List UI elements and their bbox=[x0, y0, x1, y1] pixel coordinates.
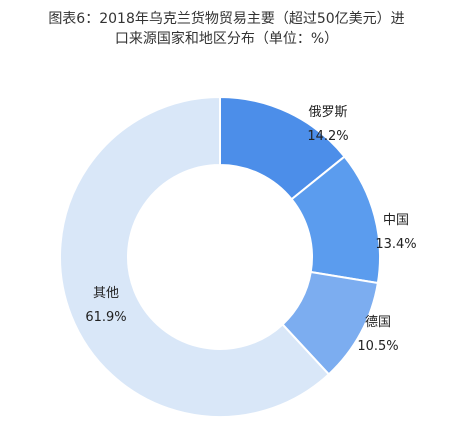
chart-title: 图表6：2018年乌克兰货物贸易主要（超过50亿美元）进 口来源国家和地区分布（… bbox=[0, 9, 453, 49]
label-russia-value: 14.2% bbox=[307, 129, 348, 144]
slice-others bbox=[59, 95, 331, 418]
label-russia-name: 俄罗斯 bbox=[308, 105, 347, 120]
label-china-value: 13.4% bbox=[375, 237, 416, 252]
chart-title-line-1: 图表6：2018年乌克兰货物贸易主要（超过50亿美元）进 bbox=[48, 11, 405, 27]
label-germany-name: 德国 bbox=[365, 315, 391, 330]
donut-slices bbox=[59, 95, 381, 418]
chart-title-line-2: 口来源国家和地区分布（单位：%） bbox=[114, 31, 339, 47]
label-others-value: 61.9% bbox=[85, 310, 126, 325]
label-others-name: 其他 bbox=[93, 286, 119, 301]
label-germany-value: 10.5% bbox=[357, 339, 398, 354]
label-china-name: 中国 bbox=[383, 213, 409, 228]
donut-labels: 俄罗斯 14.2% 中国 13.4% 德国 10.5% 其他 61.9% bbox=[85, 105, 416, 354]
